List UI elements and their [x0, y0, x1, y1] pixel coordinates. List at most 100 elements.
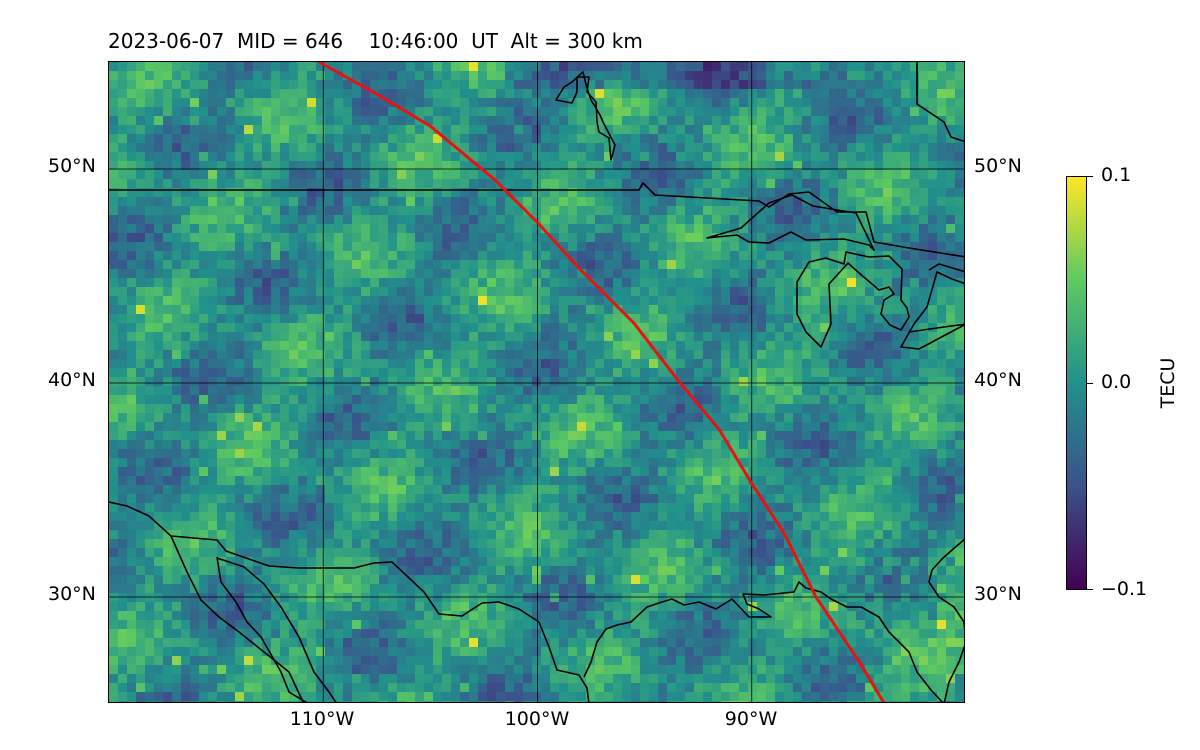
tec-cell [685, 188, 694, 197]
tec-cell [145, 215, 154, 224]
tec-cell [280, 431, 289, 440]
tec-cell [964, 404, 965, 413]
tec-cell [208, 305, 217, 314]
tec-cell [388, 260, 397, 269]
tec-cell [910, 125, 919, 134]
tec-cell [703, 143, 712, 152]
tec-cell [343, 440, 352, 449]
tec-cell [937, 125, 946, 134]
tec-cell [820, 224, 829, 233]
tec-cell [613, 197, 622, 206]
tec-cell [586, 107, 595, 116]
tec-cell [127, 332, 136, 341]
tec-cell [586, 260, 595, 269]
tec-cell [109, 260, 118, 269]
tec-cell [289, 377, 298, 386]
tec-cell [838, 125, 847, 134]
tec-cell [928, 260, 937, 269]
tec-cell [586, 125, 595, 134]
tec-cell [181, 134, 190, 143]
tec-cell [721, 413, 730, 422]
tec-cell [676, 260, 685, 269]
tec-cell [217, 134, 226, 143]
tec-cell [703, 116, 712, 125]
tec-cell [244, 494, 253, 503]
tec-cell [289, 143, 298, 152]
tec-cell [577, 368, 586, 377]
tec-cell [334, 224, 343, 233]
tec-cell [316, 350, 325, 359]
tec-cell [514, 125, 523, 134]
tec-cell [289, 278, 298, 287]
tec-cell [919, 449, 928, 458]
tec-cell [820, 179, 829, 188]
tec-cell [352, 386, 361, 395]
tec-cell [892, 278, 901, 287]
tec-cell [127, 431, 136, 440]
tec-cell [559, 449, 568, 458]
tec-cell [298, 494, 307, 503]
tec-cell [685, 395, 694, 404]
tec-cell [802, 269, 811, 278]
tec-cell [325, 161, 334, 170]
tec-cell [865, 296, 874, 305]
tec-cell [865, 368, 874, 377]
tec-cell [118, 359, 127, 368]
tec-cell [568, 503, 577, 512]
tec-cell [919, 107, 928, 116]
tec-cell [181, 251, 190, 260]
tec-cell [622, 368, 631, 377]
tec-cell [316, 521, 325, 530]
tec-cell [901, 80, 910, 89]
tec-cell [451, 251, 460, 260]
tec-cell [271, 134, 280, 143]
tec-cell [253, 260, 262, 269]
tec-cell [712, 98, 721, 107]
tec-cell [325, 278, 334, 287]
tec-cell [919, 197, 928, 206]
tec-cell [424, 80, 433, 89]
tec-cell [640, 341, 649, 350]
tec-cell [874, 62, 883, 71]
tec-cell [136, 512, 145, 521]
tec-cell [604, 116, 613, 125]
tec-cell [685, 143, 694, 152]
tec-cell [451, 386, 460, 395]
tec-cell [460, 467, 469, 476]
tec-cell [415, 233, 424, 242]
tec-cell [640, 296, 649, 305]
tec-cell [847, 89, 856, 98]
tec-cell [424, 431, 433, 440]
tec-cell [433, 377, 442, 386]
tec-cell [739, 161, 748, 170]
tec-cell [649, 440, 658, 449]
tec-cell [181, 323, 190, 332]
tec-cell [919, 242, 928, 251]
tec-cell [145, 188, 154, 197]
tec-cell [712, 71, 721, 80]
tec-cell [757, 341, 766, 350]
tec-cell [190, 395, 199, 404]
tec-cell [811, 62, 820, 71]
tec-cell [721, 179, 730, 188]
tec-cell [685, 197, 694, 206]
tec-cell [262, 368, 271, 377]
tec-cell [415, 368, 424, 377]
tec-cell [154, 197, 163, 206]
tec-cell [316, 449, 325, 458]
tec-cell [109, 521, 118, 530]
tec-cell [541, 188, 550, 197]
tec-cell [658, 467, 667, 476]
tec-cell [460, 494, 469, 503]
tec-cell [451, 242, 460, 251]
tec-cell [874, 440, 883, 449]
tec-cell [316, 71, 325, 80]
tec-cell [586, 503, 595, 512]
tec-cell [451, 323, 460, 332]
tec-cell [829, 413, 838, 422]
tec-cell [190, 152, 199, 161]
tec-cell [154, 512, 163, 521]
tec-cell [235, 215, 244, 224]
tec-cell [190, 278, 199, 287]
tec-cell [775, 134, 784, 143]
